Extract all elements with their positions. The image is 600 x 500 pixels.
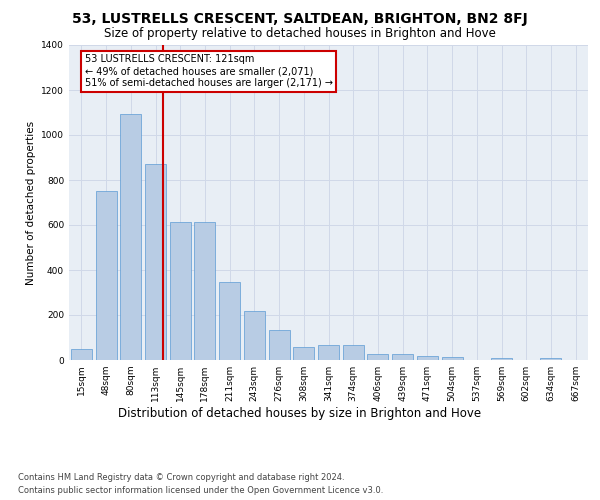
- Text: Distribution of detached houses by size in Brighton and Hove: Distribution of detached houses by size …: [118, 408, 482, 420]
- Bar: [367, 354, 388, 360]
- Bar: [491, 358, 512, 360]
- Bar: [219, 282, 240, 360]
- Text: Size of property relative to detached houses in Brighton and Hove: Size of property relative to detached ho…: [104, 28, 496, 40]
- Bar: [194, 222, 215, 360]
- Bar: [244, 310, 265, 360]
- Bar: [392, 354, 413, 360]
- Y-axis label: Number of detached properties: Number of detached properties: [26, 120, 35, 284]
- Text: 53 LUSTRELLS CRESCENT: 121sqm
← 49% of detached houses are smaller (2,071)
51% o: 53 LUSTRELLS CRESCENT: 121sqm ← 49% of d…: [85, 54, 332, 88]
- Text: 53, LUSTRELLS CRESCENT, SALTDEAN, BRIGHTON, BN2 8FJ: 53, LUSTRELLS CRESCENT, SALTDEAN, BRIGHT…: [72, 12, 528, 26]
- Text: Contains HM Land Registry data © Crown copyright and database right 2024.: Contains HM Land Registry data © Crown c…: [18, 472, 344, 482]
- Bar: [120, 114, 141, 360]
- Text: Contains public sector information licensed under the Open Government Licence v3: Contains public sector information licen…: [18, 486, 383, 495]
- Bar: [170, 222, 191, 360]
- Bar: [269, 330, 290, 360]
- Bar: [541, 358, 562, 360]
- Bar: [417, 356, 438, 360]
- Bar: [293, 346, 314, 360]
- Bar: [343, 346, 364, 360]
- Bar: [71, 350, 92, 360]
- Bar: [145, 164, 166, 360]
- Bar: [95, 191, 116, 360]
- Bar: [442, 358, 463, 360]
- Bar: [318, 346, 339, 360]
